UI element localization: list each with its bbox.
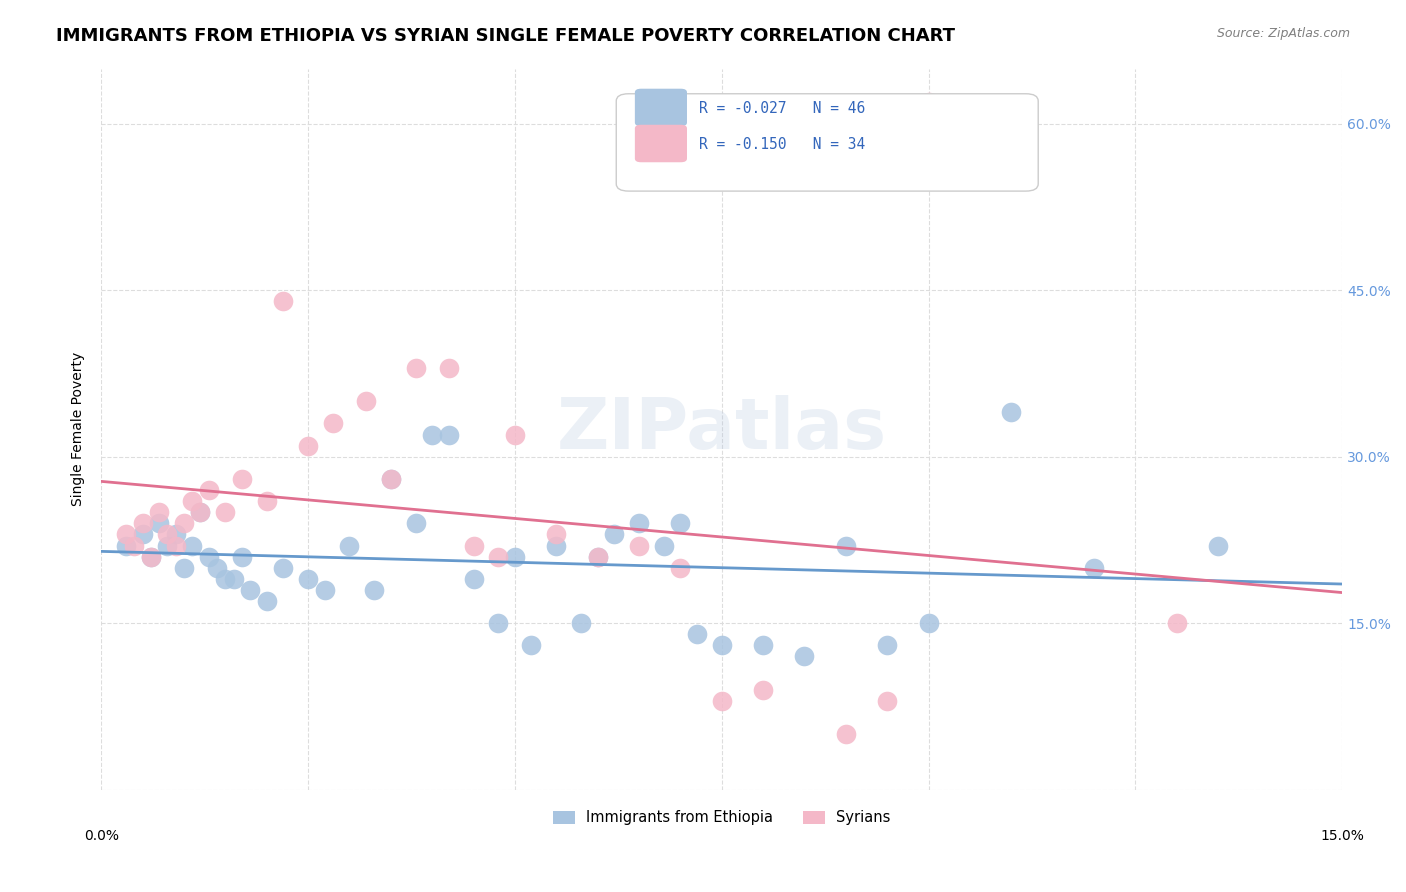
Point	[603, 527, 626, 541]
Point	[139, 549, 162, 564]
Text: IMMIGRANTS FROM ETHIOPIA VS SYRIAN SINGLE FEMALE POVERTY CORRELATION CHART: IMMIGRANTS FROM ETHIOPIA VS SYRIAN SINGL…	[56, 27, 955, 45]
Point	[710, 694, 733, 708]
Point	[503, 427, 526, 442]
Point	[197, 549, 219, 564]
Point	[156, 527, 179, 541]
Point	[190, 505, 212, 519]
Point	[214, 505, 236, 519]
Point	[486, 549, 509, 564]
Point	[686, 627, 709, 641]
Point	[181, 539, 204, 553]
Point	[239, 582, 262, 597]
Point	[131, 516, 153, 531]
Point	[876, 638, 898, 652]
Point	[173, 560, 195, 574]
Point	[124, 539, 146, 553]
Point	[669, 560, 692, 574]
Point	[271, 294, 294, 309]
Text: 0.0%: 0.0%	[84, 830, 118, 843]
Point	[231, 549, 253, 564]
Point	[917, 616, 939, 631]
Point	[256, 494, 278, 508]
Point	[115, 539, 138, 553]
Point	[222, 572, 245, 586]
Point	[297, 572, 319, 586]
Point	[546, 539, 568, 553]
Text: ZIPatlas: ZIPatlas	[557, 394, 887, 464]
Point	[437, 361, 460, 376]
Point	[139, 549, 162, 564]
Point	[197, 483, 219, 497]
Point	[190, 505, 212, 519]
Point	[115, 527, 138, 541]
Point	[917, 95, 939, 109]
Point	[520, 638, 543, 652]
Point	[669, 516, 692, 531]
Point	[148, 516, 170, 531]
Point	[354, 394, 377, 409]
Point	[380, 472, 402, 486]
Point	[156, 539, 179, 553]
Point	[710, 638, 733, 652]
Text: R = -0.150   N = 34: R = -0.150 N = 34	[699, 136, 866, 152]
Point	[835, 539, 858, 553]
Point	[1206, 539, 1229, 553]
Point	[131, 527, 153, 541]
Point	[546, 527, 568, 541]
FancyBboxPatch shape	[636, 125, 688, 162]
Point	[165, 539, 187, 553]
Point	[214, 572, 236, 586]
Point	[322, 417, 344, 431]
Point	[148, 505, 170, 519]
Point	[793, 649, 815, 664]
Point	[380, 472, 402, 486]
Point	[256, 594, 278, 608]
Text: 15.0%: 15.0%	[1320, 830, 1364, 843]
Text: R = -0.027   N = 46: R = -0.027 N = 46	[699, 101, 866, 116]
Point	[586, 549, 609, 564]
Legend: Immigrants from Ethiopia, Syrians: Immigrants from Ethiopia, Syrians	[546, 803, 898, 833]
Point	[271, 560, 294, 574]
Point	[876, 694, 898, 708]
Point	[173, 516, 195, 531]
FancyBboxPatch shape	[616, 94, 1038, 191]
Point	[297, 439, 319, 453]
Point	[627, 539, 650, 553]
Y-axis label: Single Female Poverty: Single Female Poverty	[72, 352, 86, 506]
Point	[652, 539, 675, 553]
Point	[205, 560, 228, 574]
Point	[231, 472, 253, 486]
Point	[437, 427, 460, 442]
Point	[405, 361, 427, 376]
Point	[314, 582, 336, 597]
Point	[420, 427, 443, 442]
Point	[752, 682, 775, 697]
Point	[339, 539, 361, 553]
Point	[586, 549, 609, 564]
Point	[363, 582, 385, 597]
Point	[405, 516, 427, 531]
FancyBboxPatch shape	[636, 88, 688, 126]
Point	[627, 516, 650, 531]
Point	[181, 494, 204, 508]
Point	[463, 539, 485, 553]
Text: Source: ZipAtlas.com: Source: ZipAtlas.com	[1216, 27, 1350, 40]
Point	[486, 616, 509, 631]
Point	[165, 527, 187, 541]
Point	[835, 727, 858, 741]
Point	[463, 572, 485, 586]
Point	[503, 549, 526, 564]
Point	[752, 638, 775, 652]
Point	[1083, 560, 1105, 574]
Point	[1166, 616, 1188, 631]
Point	[1000, 405, 1022, 419]
Point	[569, 616, 592, 631]
